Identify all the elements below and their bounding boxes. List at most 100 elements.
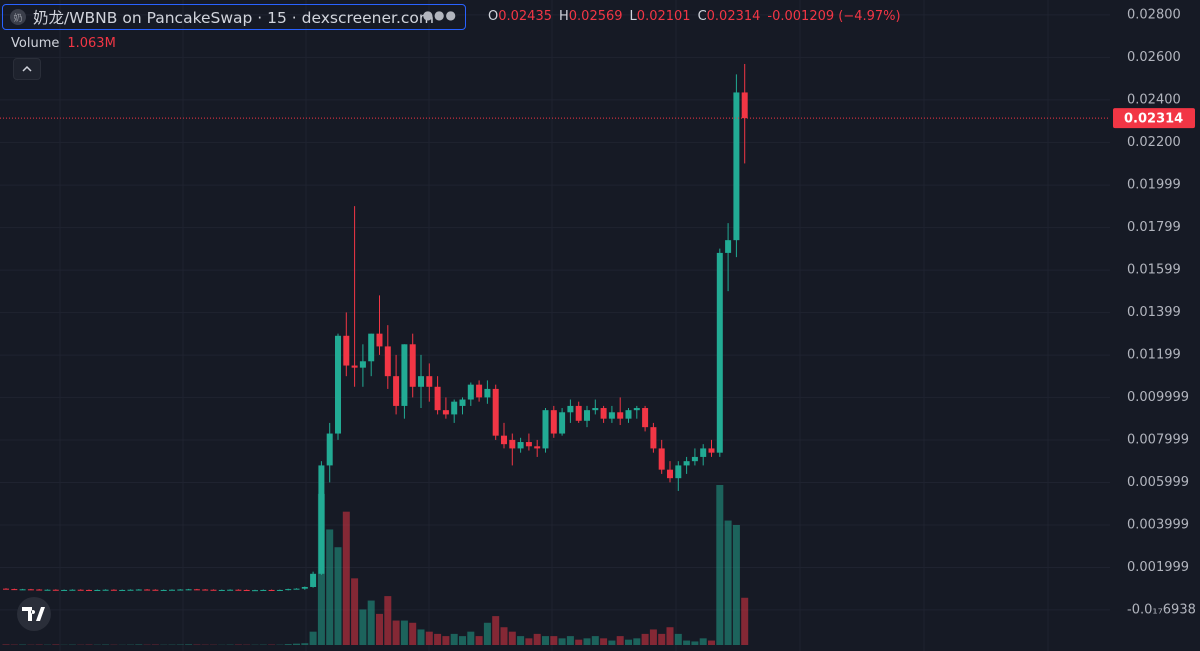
title-text: 奶龙/WBNB on PancakeSwap · 15 · dexscreene… xyxy=(33,9,434,27)
candle-body xyxy=(459,399,466,406)
volume-bar xyxy=(434,633,442,645)
candle-body xyxy=(650,427,657,449)
last-price-label: 0.02314 xyxy=(1124,112,1183,127)
volume-bar xyxy=(284,644,292,645)
volume-bar xyxy=(185,644,193,645)
symbol-title[interactable]: 奶 奶龙/WBNB on PancakeSwap · 15 · dexscree… xyxy=(2,4,466,30)
candle-body xyxy=(301,586,308,589)
candle-body xyxy=(235,589,242,591)
candle-body xyxy=(44,589,51,591)
ohlc-value: 0.02435 xyxy=(498,9,552,24)
volume-bar xyxy=(566,636,574,645)
candle-body xyxy=(127,589,134,591)
candle-body xyxy=(492,388,499,436)
candle-body xyxy=(617,412,624,419)
volume-bar xyxy=(641,633,649,645)
ohlc-value: 0.02569 xyxy=(568,9,623,24)
candle-body xyxy=(152,589,159,591)
y-tick-label: 0.003999 xyxy=(1127,517,1189,532)
candle-body xyxy=(509,439,516,449)
ohlc-value: 0.02314 xyxy=(706,9,761,24)
chevron-icon xyxy=(22,65,32,72)
volume-bar xyxy=(542,636,549,645)
volume-bar xyxy=(351,578,359,645)
volume-bar xyxy=(550,636,558,645)
y-tick-label: 0.005999 xyxy=(1127,475,1189,490)
volume-bar xyxy=(467,631,475,645)
candle-body xyxy=(169,589,175,591)
candle-body xyxy=(285,589,292,591)
volume-bar xyxy=(616,636,624,645)
volume-bar xyxy=(492,616,500,645)
candle-body xyxy=(384,346,391,377)
candle-body xyxy=(716,252,723,453)
candle-body xyxy=(77,589,84,591)
volume-bar xyxy=(475,636,483,645)
volume-bar xyxy=(384,596,392,645)
more-dots[interactable]: ●●● xyxy=(422,8,457,22)
volume-bar xyxy=(525,638,533,645)
candle-body xyxy=(667,469,673,479)
collapse-button[interactable] xyxy=(13,58,41,80)
candle-body xyxy=(608,412,615,419)
candle-body xyxy=(525,442,532,447)
volume-bar xyxy=(459,636,466,645)
volume-value: 1.063M xyxy=(67,36,116,51)
y-tick-label: 0.01999 xyxy=(1127,178,1181,193)
candle-body xyxy=(69,589,76,591)
volume-bar xyxy=(483,622,491,645)
candle-body xyxy=(550,410,557,434)
candle-body xyxy=(61,589,68,591)
y-tick-label: 0.02400 xyxy=(1127,92,1181,107)
candle-body xyxy=(708,448,715,453)
candle-body xyxy=(691,456,698,462)
volume-bar xyxy=(666,627,674,645)
candle-body xyxy=(592,408,599,411)
candle-body xyxy=(409,344,416,387)
candle-body xyxy=(658,448,665,470)
tv-logo xyxy=(17,597,51,631)
volume-bar xyxy=(600,638,608,645)
price-change: -0.001209 (−4.97%) xyxy=(767,9,901,24)
candle-body xyxy=(733,92,740,241)
ohlc-value: 0.02101 xyxy=(636,9,691,24)
candle-body xyxy=(243,589,250,591)
volume-bar xyxy=(683,640,691,645)
candle-body xyxy=(567,405,574,413)
candle-body xyxy=(401,344,408,406)
logo-mark xyxy=(22,607,45,621)
last-price-box xyxy=(1113,108,1195,129)
y-tick-label: 0.01399 xyxy=(1127,305,1181,320)
volume-bar xyxy=(334,547,342,645)
y-tick-label: -0.0₁₇6938 xyxy=(1127,602,1196,617)
volume-bar xyxy=(741,597,749,645)
candle-body xyxy=(434,386,441,411)
volume-bar xyxy=(649,629,657,645)
candle-body xyxy=(451,401,458,415)
candle-body xyxy=(36,589,43,591)
volume-bar xyxy=(2,644,10,645)
volume-bar xyxy=(724,520,732,645)
volume-bar xyxy=(583,638,591,645)
candle-body xyxy=(19,589,26,591)
y-tick-label: 0.007999 xyxy=(1127,432,1189,447)
candle-body xyxy=(177,589,184,591)
candle-body xyxy=(368,333,375,362)
candle-body xyxy=(27,589,34,591)
candle-body xyxy=(318,465,325,574)
candle-body xyxy=(575,405,582,421)
volume-label: Volume xyxy=(11,36,60,51)
volume-bar xyxy=(732,525,740,645)
candle-body xyxy=(135,589,142,591)
candle-body xyxy=(534,446,541,449)
volume-bar xyxy=(450,633,458,645)
volume-bar xyxy=(376,613,383,645)
volume-bar xyxy=(326,529,334,645)
volume-bar xyxy=(500,627,508,645)
volume-bar xyxy=(575,639,583,645)
volume-bar xyxy=(608,640,616,645)
y-tick-label: 0.02200 xyxy=(1127,135,1181,150)
candle-body xyxy=(185,589,192,591)
